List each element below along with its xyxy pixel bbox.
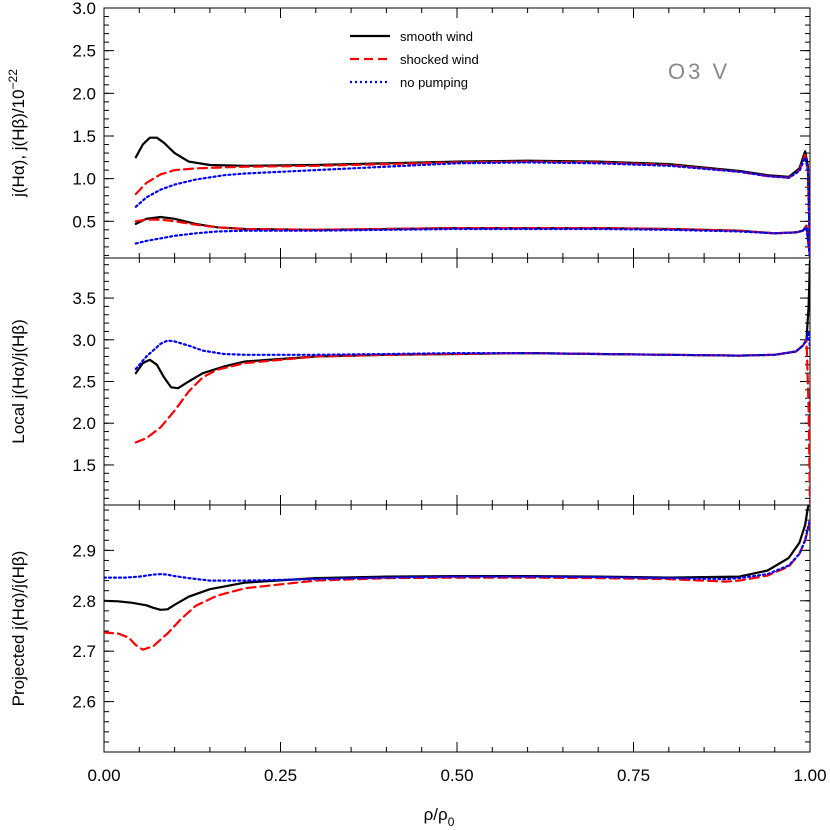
panel-3-y-axis-label: Projected j(Hα)/j(Hβ) [9, 551, 28, 707]
panel-1-y-axis-label: j(Hα), j(Hβ)/10−22 [6, 69, 28, 198]
legend-label: smooth wind [400, 29, 473, 44]
x-tick-label: 0.25 [264, 766, 297, 785]
series-line-shocked [134, 338, 810, 504]
x-tick-label: 0.75 [617, 766, 650, 785]
y-tick-label: 2.0 [72, 414, 96, 433]
x-axis-label: ρ/ρ0 [424, 805, 455, 829]
y-tick-label: 2.7 [72, 642, 96, 661]
x-axis-label-main: ρ/ρ [424, 805, 448, 824]
y-tick-label: 2.9 [72, 541, 96, 560]
y-tick-label: 3.0 [72, 0, 96, 18]
y-tick-label: 2.5 [72, 373, 96, 392]
y-tick-label: 2.8 [72, 592, 96, 611]
y-tick-label: 2.5 [72, 42, 96, 61]
x-axis-label-sub: 0 [448, 815, 455, 829]
y-tick-label: 1.5 [72, 456, 96, 475]
series-line-smooth [104, 505, 810, 611]
x-tick-label: 0.50 [440, 766, 473, 785]
y-tick-label: 1.5 [72, 127, 96, 146]
series-line-nopump-halpha [134, 156, 810, 253]
x-tick-label: 0.00 [87, 766, 120, 785]
y-tick-label: 0.5 [72, 212, 96, 231]
y-axis-label-main: Projected j(Hα)/j(Hβ) [9, 551, 28, 707]
panel-2: 1.5 2.0 2.5 3.0 3.5 Local j(Hα)/j(Hβ) [9, 257, 811, 506]
panel-annotation: O3 V [668, 59, 730, 84]
y-axis-label-main: j(Hα), j(Hβ)/10 [9, 89, 28, 197]
panel-3-series [104, 505, 810, 651]
panels-layer: 0.5 1.0 1.5 2.0 2.5 3.0 j(Hα), j(Hβ)/10−22 1.5 2… [6, 0, 811, 753]
y-tick-label: 3.0 [72, 331, 96, 350]
y-tick-label: 2.6 [72, 693, 96, 712]
shared-x-axis: 0.00 0.25 0.50 0.75 1.00 [87, 766, 826, 785]
y-axis-label-main: Local j(Hα)/j(Hβ) [9, 319, 28, 443]
panel-1-series [134, 136, 810, 258]
series-line-nopump-hbeta [134, 226, 810, 258]
y-tick-label: 3.5 [72, 289, 96, 308]
series-line-nopump [104, 518, 810, 582]
series-line-nopump [134, 330, 810, 371]
y-axis-label-exponent: −22 [6, 69, 20, 90]
panel-2-y-axis-label: Local j(Hα)/j(Hβ) [9, 319, 28, 443]
legend: smooth wind shocked wind no pumping [350, 29, 479, 90]
legend-label: no pumping [400, 75, 468, 90]
panel-3: 2.6 2.7 2.8 2.9 Projected j(Hα)/j(Hβ) [9, 504, 811, 753]
legend-label: shocked wind [400, 52, 479, 67]
y-tick-label: 1.0 [72, 170, 96, 189]
x-tick-label: 1.00 [793, 766, 826, 785]
y-tick-label: 2.0 [72, 84, 96, 103]
panel-1: 0.5 1.0 1.5 2.0 2.5 3.0 j(Hα), j(Hβ)/10−22 [6, 0, 811, 259]
panel-2-series [134, 259, 810, 504]
